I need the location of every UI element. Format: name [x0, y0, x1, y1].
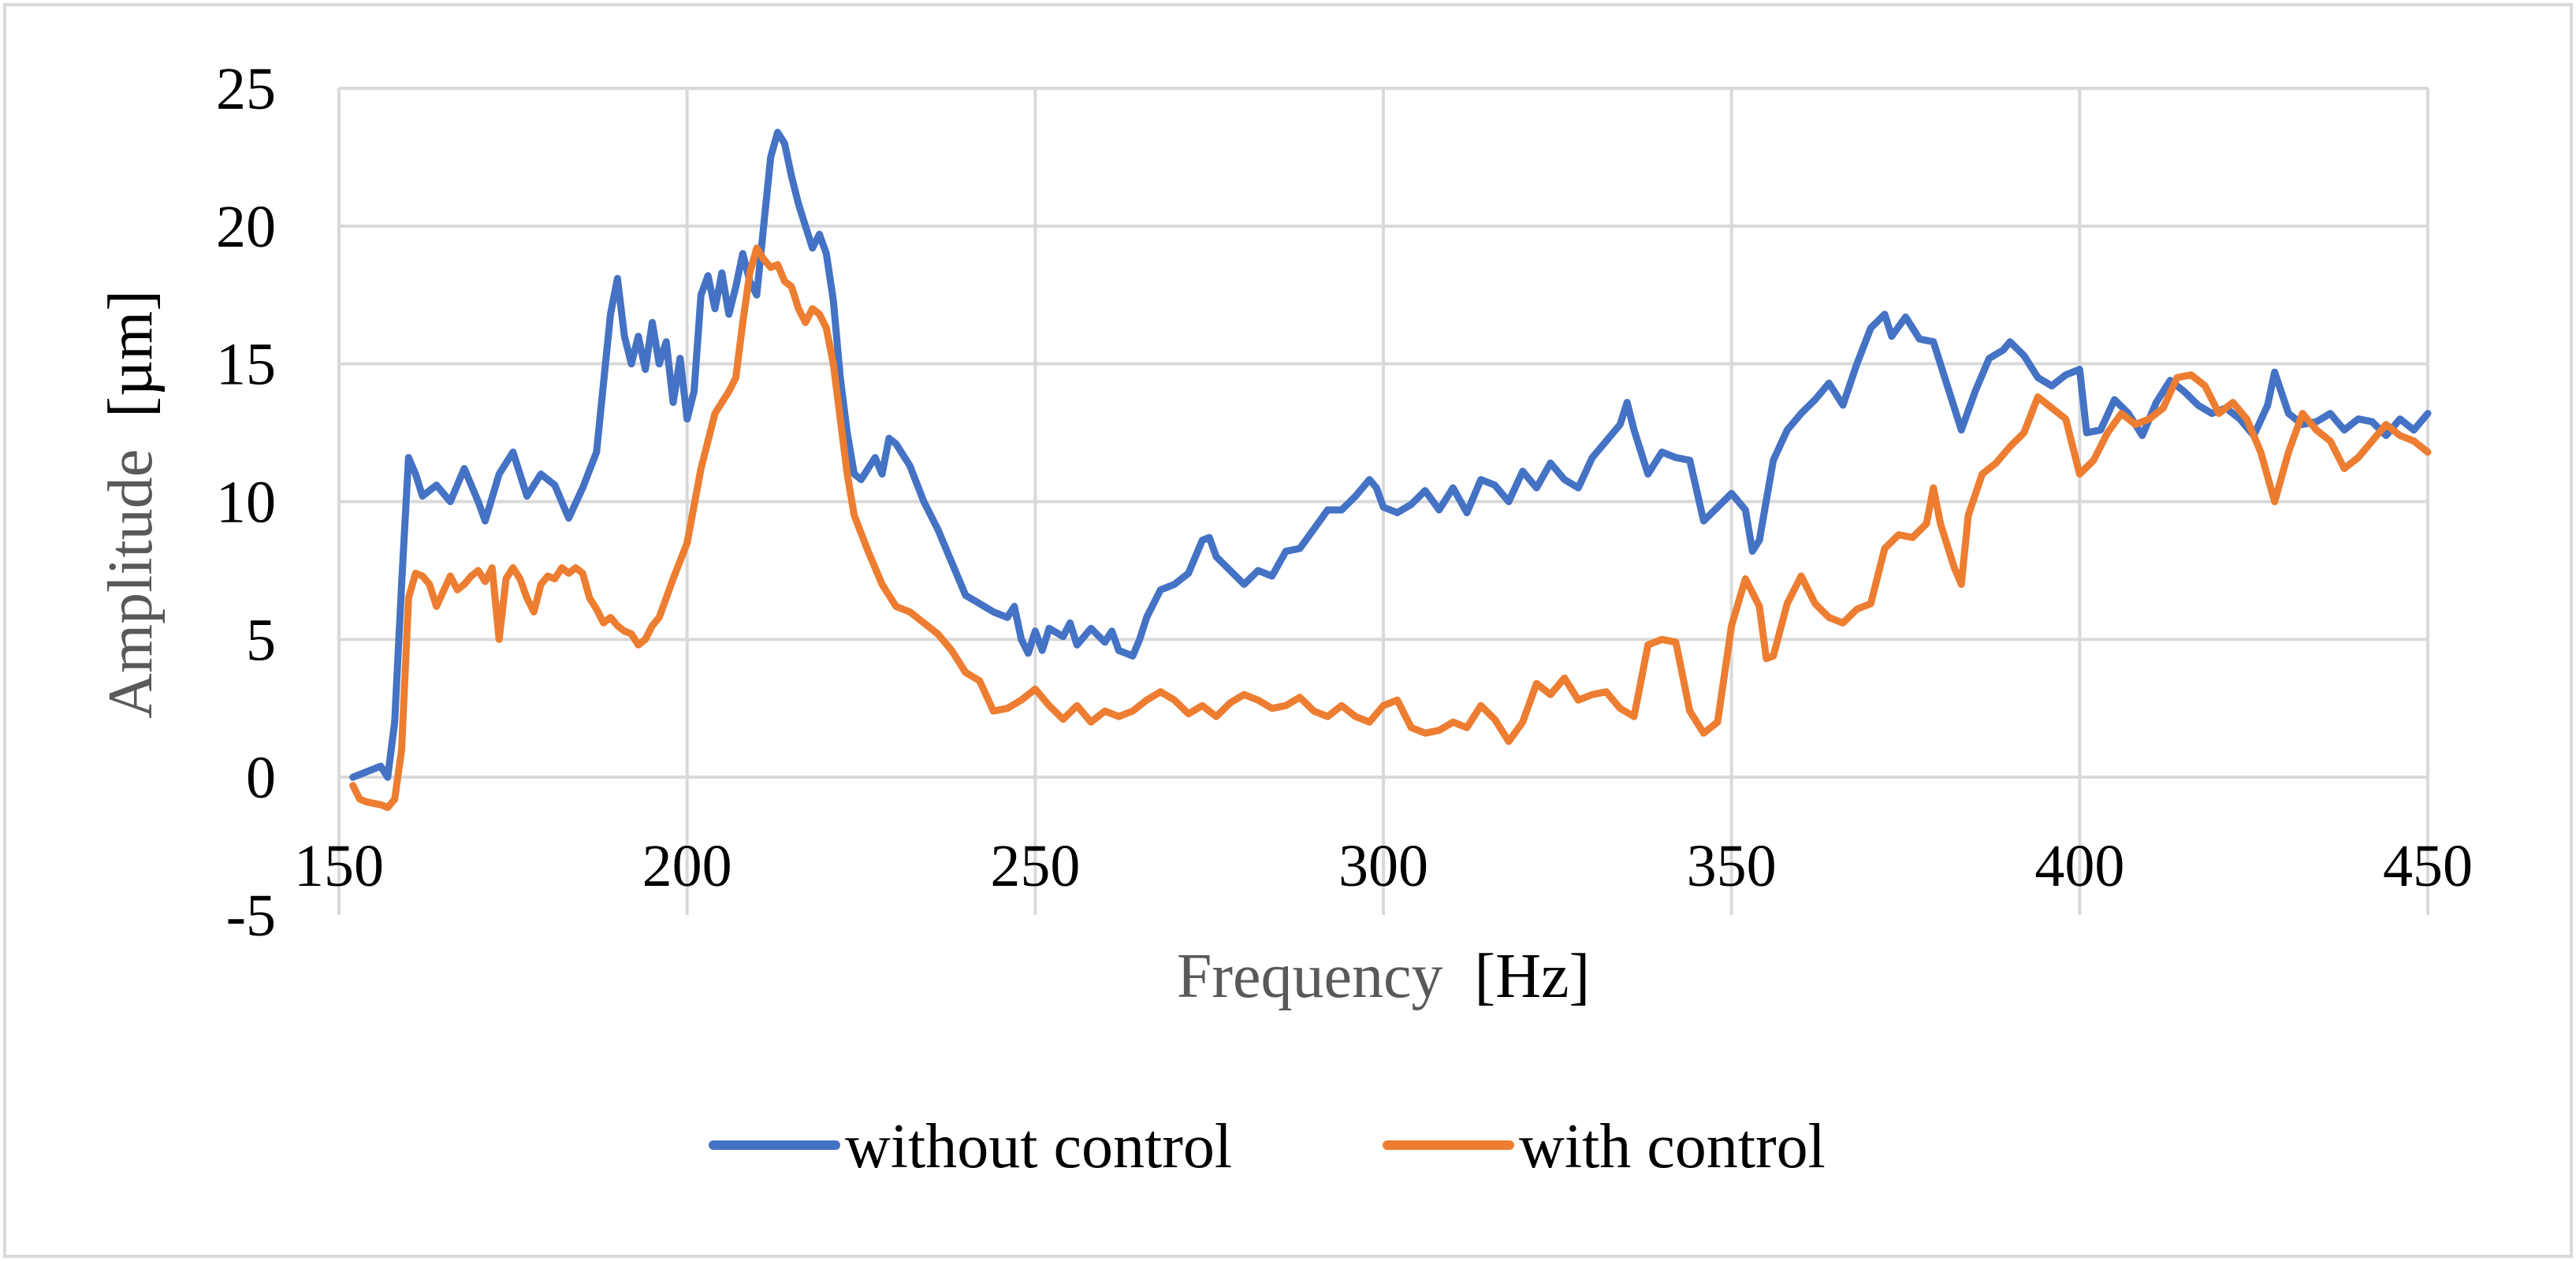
x-axis-unit: [Hz] [1475, 942, 1591, 1011]
legend: without control with control [709, 1112, 1826, 1181]
x-axis-title: Frequency [Hz] [1177, 942, 1590, 1011]
y-tick-label: -5 [226, 883, 276, 949]
legend-label-without-control: without control [845, 1112, 1232, 1181]
y-tick-label: 20 [216, 194, 276, 260]
x-tick-label: 300 [1338, 833, 1428, 899]
legend-item-without-control: without control [709, 1112, 1232, 1181]
y-axis-title: Amplitude [µm] [96, 290, 166, 719]
x-tick-label: 200 [642, 833, 732, 899]
x-tick-label: 150 [294, 833, 384, 899]
y-tick-label: 15 [216, 332, 276, 398]
series-line-with-control [349, 244, 2432, 812]
x-axis-label: Frequency [1177, 942, 1443, 1011]
x-tick-label: 250 [990, 833, 1080, 899]
gridlines [337, 87, 2429, 915]
tick-labels: -5 0 5 10 15 20 25 150 200 250 300 350 400 450 [216, 56, 2473, 949]
y-axis-label: Amplitude [96, 449, 166, 719]
y-axis-unit: [µm] [96, 290, 166, 418]
y-tick-label: 0 [246, 745, 276, 811]
x-tick-label: 450 [2383, 833, 2473, 899]
legend-label-with-control: with control [1519, 1112, 1826, 1181]
y-tick-label: 10 [216, 470, 276, 536]
y-tick-label: 25 [216, 56, 276, 122]
y-tick-label: 5 [246, 607, 276, 673]
series-lines [349, 128, 2432, 812]
legend-item-with-control: with control [1383, 1112, 1826, 1181]
series-line-without-control [349, 128, 2432, 781]
chart-frame [3, 3, 2573, 1258]
x-tick-label: 400 [2034, 833, 2124, 899]
x-tick-label: 350 [1687, 833, 1777, 899]
